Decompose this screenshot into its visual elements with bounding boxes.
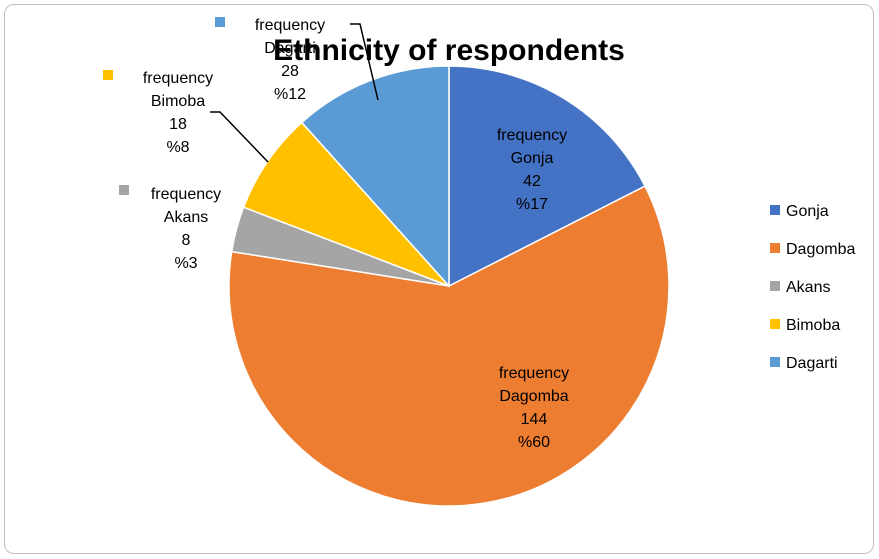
- data-label-dagarti: frequency Dagarti 28 %12: [255, 17, 325, 103]
- legend-swatch-dagomba: [770, 243, 780, 253]
- leader-line-dagarti: [350, 23, 379, 101]
- data-label-gonja: frequency Gonja 42 %17: [497, 127, 567, 213]
- pie-slices: [228, 65, 670, 507]
- pie-slice-dagarti: [300, 65, 450, 288]
- label-swatch-bimoba: [103, 70, 113, 80]
- legend-label-gonja: Gonja: [786, 203, 829, 220]
- pie-slice-gonja: [448, 65, 647, 288]
- legend-swatch-akans: [770, 281, 780, 291]
- leader-lines: [210, 23, 379, 163]
- legend-swatch-dagarti: [770, 357, 780, 367]
- chart-title: Ethnicity of respondents: [273, 34, 625, 67]
- legend-label-dagomba: Dagomba: [786, 241, 855, 258]
- label-swatch-akans: [119, 185, 129, 195]
- legend-label-bimoba: Bimoba: [786, 317, 840, 334]
- legend-label-akans: Akans: [786, 279, 830, 296]
- label-swatch-dagarti: [215, 17, 225, 27]
- data-label-akans: frequency Akans 8 %3: [151, 186, 221, 272]
- data-labels: frequency Gonja 42 %17 frequency Dagomba 144 %6…: [103, 17, 569, 451]
- legend-swatch-bimoba: [770, 319, 780, 329]
- legend-swatch-gonja: [770, 205, 780, 215]
- pie-slice-dagomba: [228, 185, 670, 507]
- data-label-bimoba: frequency Bimoba 18 %8: [143, 70, 213, 156]
- data-label-dagomba: frequency Dagomba 144 %60: [499, 365, 569, 451]
- leader-line-bimoba: [210, 111, 269, 163]
- legend-label-dagarti: Dagarti: [786, 355, 838, 372]
- legend: Gonja Dagomba Akans Bimoba Dagarti: [770, 203, 855, 372]
